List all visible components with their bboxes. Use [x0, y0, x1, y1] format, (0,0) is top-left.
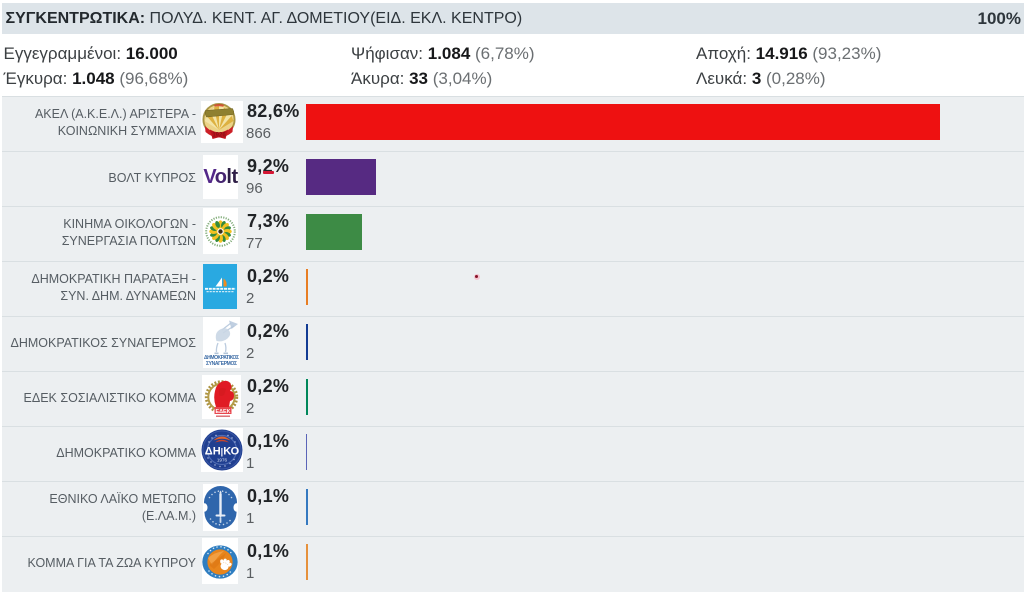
svg-text:ΕΔΕΚ: ΕΔΕΚ [216, 409, 231, 415]
svg-text:1926: 1926 [212, 133, 226, 139]
svg-text:ΔΗΜΟΚΡΑΤΙΚΟΣ: ΔΗΜΟΚΡΑΤΙΚΟΣ [204, 355, 239, 361]
svg-text:ΔΗ|ΚΟ: ΔΗ|ΚΟ [205, 445, 240, 457]
svg-text:ΣΥΝΑΓΕΡΜΟΣ: ΣΥΝΑΓΕΡΜΟΣ [206, 361, 237, 367]
svg-text:1976: 1976 [217, 457, 228, 462]
